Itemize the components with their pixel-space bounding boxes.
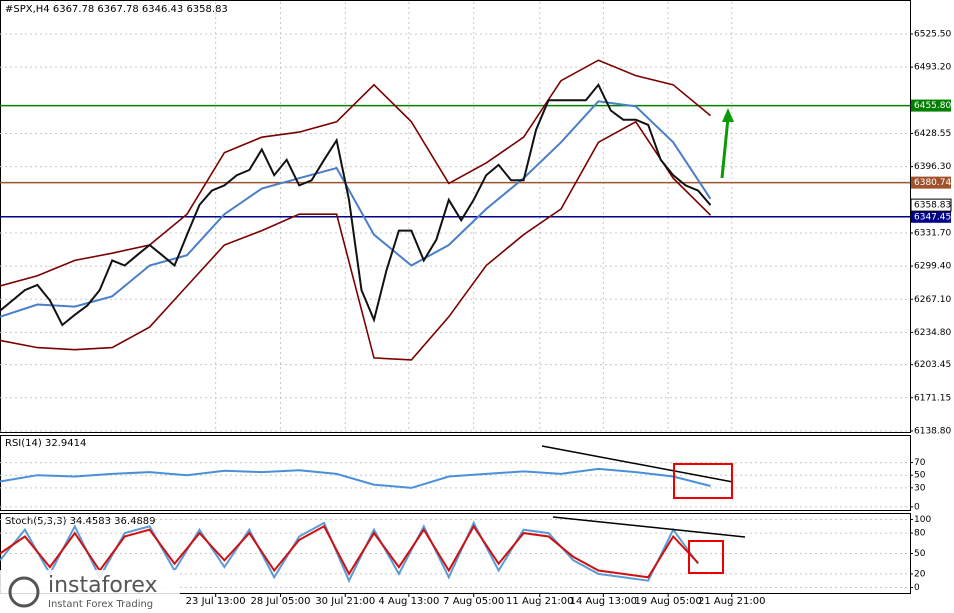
stoch-title: Stoch(5,3,3) 34.4583 36.4889 [5, 516, 156, 527]
y-tick-label: 6138.80 [914, 426, 951, 436]
rsi-frame [0, 435, 911, 511]
y-tick-label: 0 [914, 583, 920, 593]
y-tick-label: 70 [914, 458, 926, 468]
y-tick-label: 6299.40 [914, 262, 951, 272]
x-tick-label: 21 Aug 21:00 [698, 596, 765, 607]
level-label: 6455.80 [914, 101, 951, 111]
x-tick-label: 30 Jul 21:00 [315, 596, 375, 607]
y-tick-label: 6525.50 [914, 30, 951, 40]
series-line [0, 59, 712, 287]
y-tick-label: 30 [914, 483, 926, 493]
y-tick-label: 80 [914, 529, 926, 539]
x-tick-label: 4 Aug 13:00 [378, 596, 439, 607]
y-tick-label: 100 [914, 515, 931, 525]
trendline [541, 445, 734, 483]
series-line [0, 82, 712, 327]
logo [8, 576, 40, 608]
y-tick-label: 6493.20 [914, 63, 951, 73]
tagline: Instant Forex Trading [48, 599, 153, 610]
y-tick-label: 6234.80 [914, 328, 951, 338]
y-tick-label: 20 [914, 569, 926, 579]
x-tick-label: 23 Jul 13:00 [186, 596, 246, 607]
rsi-title: RSI(14) 32.9414 [5, 438, 86, 449]
y-tick-label: 6331.70 [914, 228, 951, 238]
series-line [0, 524, 699, 579]
y-tick-label: 6203.45 [914, 360, 951, 370]
x-tick-label: 11 Aug 21:00 [506, 596, 573, 607]
price-tag [910, 198, 952, 212]
level-tag [911, 99, 951, 112]
x-tick-label: 14 Aug 13:00 [570, 596, 637, 607]
x-tick-label: 19 Aug 05:00 [634, 596, 701, 607]
y-tick-label: 50 [914, 549, 926, 559]
brand: instaforex [48, 573, 158, 598]
watermark: instaforex Instant Forex Trading [0, 570, 180, 613]
level-tag [911, 176, 951, 189]
annotations [541, 108, 746, 574]
highlight-box [688, 540, 724, 574]
y-tick-label: 6428.55 [914, 129, 951, 139]
y-tick-label: 50 [914, 471, 926, 481]
series-line [0, 100, 712, 318]
x-tick-label: 28 Jul 05:00 [250, 596, 310, 607]
highlight-box [673, 463, 733, 499]
y-tick-label: 0 [914, 502, 920, 512]
level-label: 6380.74 [914, 178, 951, 188]
level-label: 6347.45 [914, 212, 951, 222]
trendline [552, 516, 746, 538]
price-label: 6358.83 [914, 201, 951, 211]
chart-title: #SPX,H4 6367.78 6367.78 6346.43 6358.83 [5, 4, 228, 15]
y-tick-label: 6396.30 [914, 162, 951, 172]
level-tag [911, 210, 951, 223]
y-tick-label: 6267.10 [914, 295, 951, 305]
y-tick-label: 6171.15 [914, 393, 951, 403]
x-tick-label: 7 Aug 05:00 [443, 596, 504, 607]
arrow-head [722, 108, 734, 122]
series-line [0, 467, 711, 489]
series-line [0, 120, 712, 361]
arrow [720, 117, 730, 179]
